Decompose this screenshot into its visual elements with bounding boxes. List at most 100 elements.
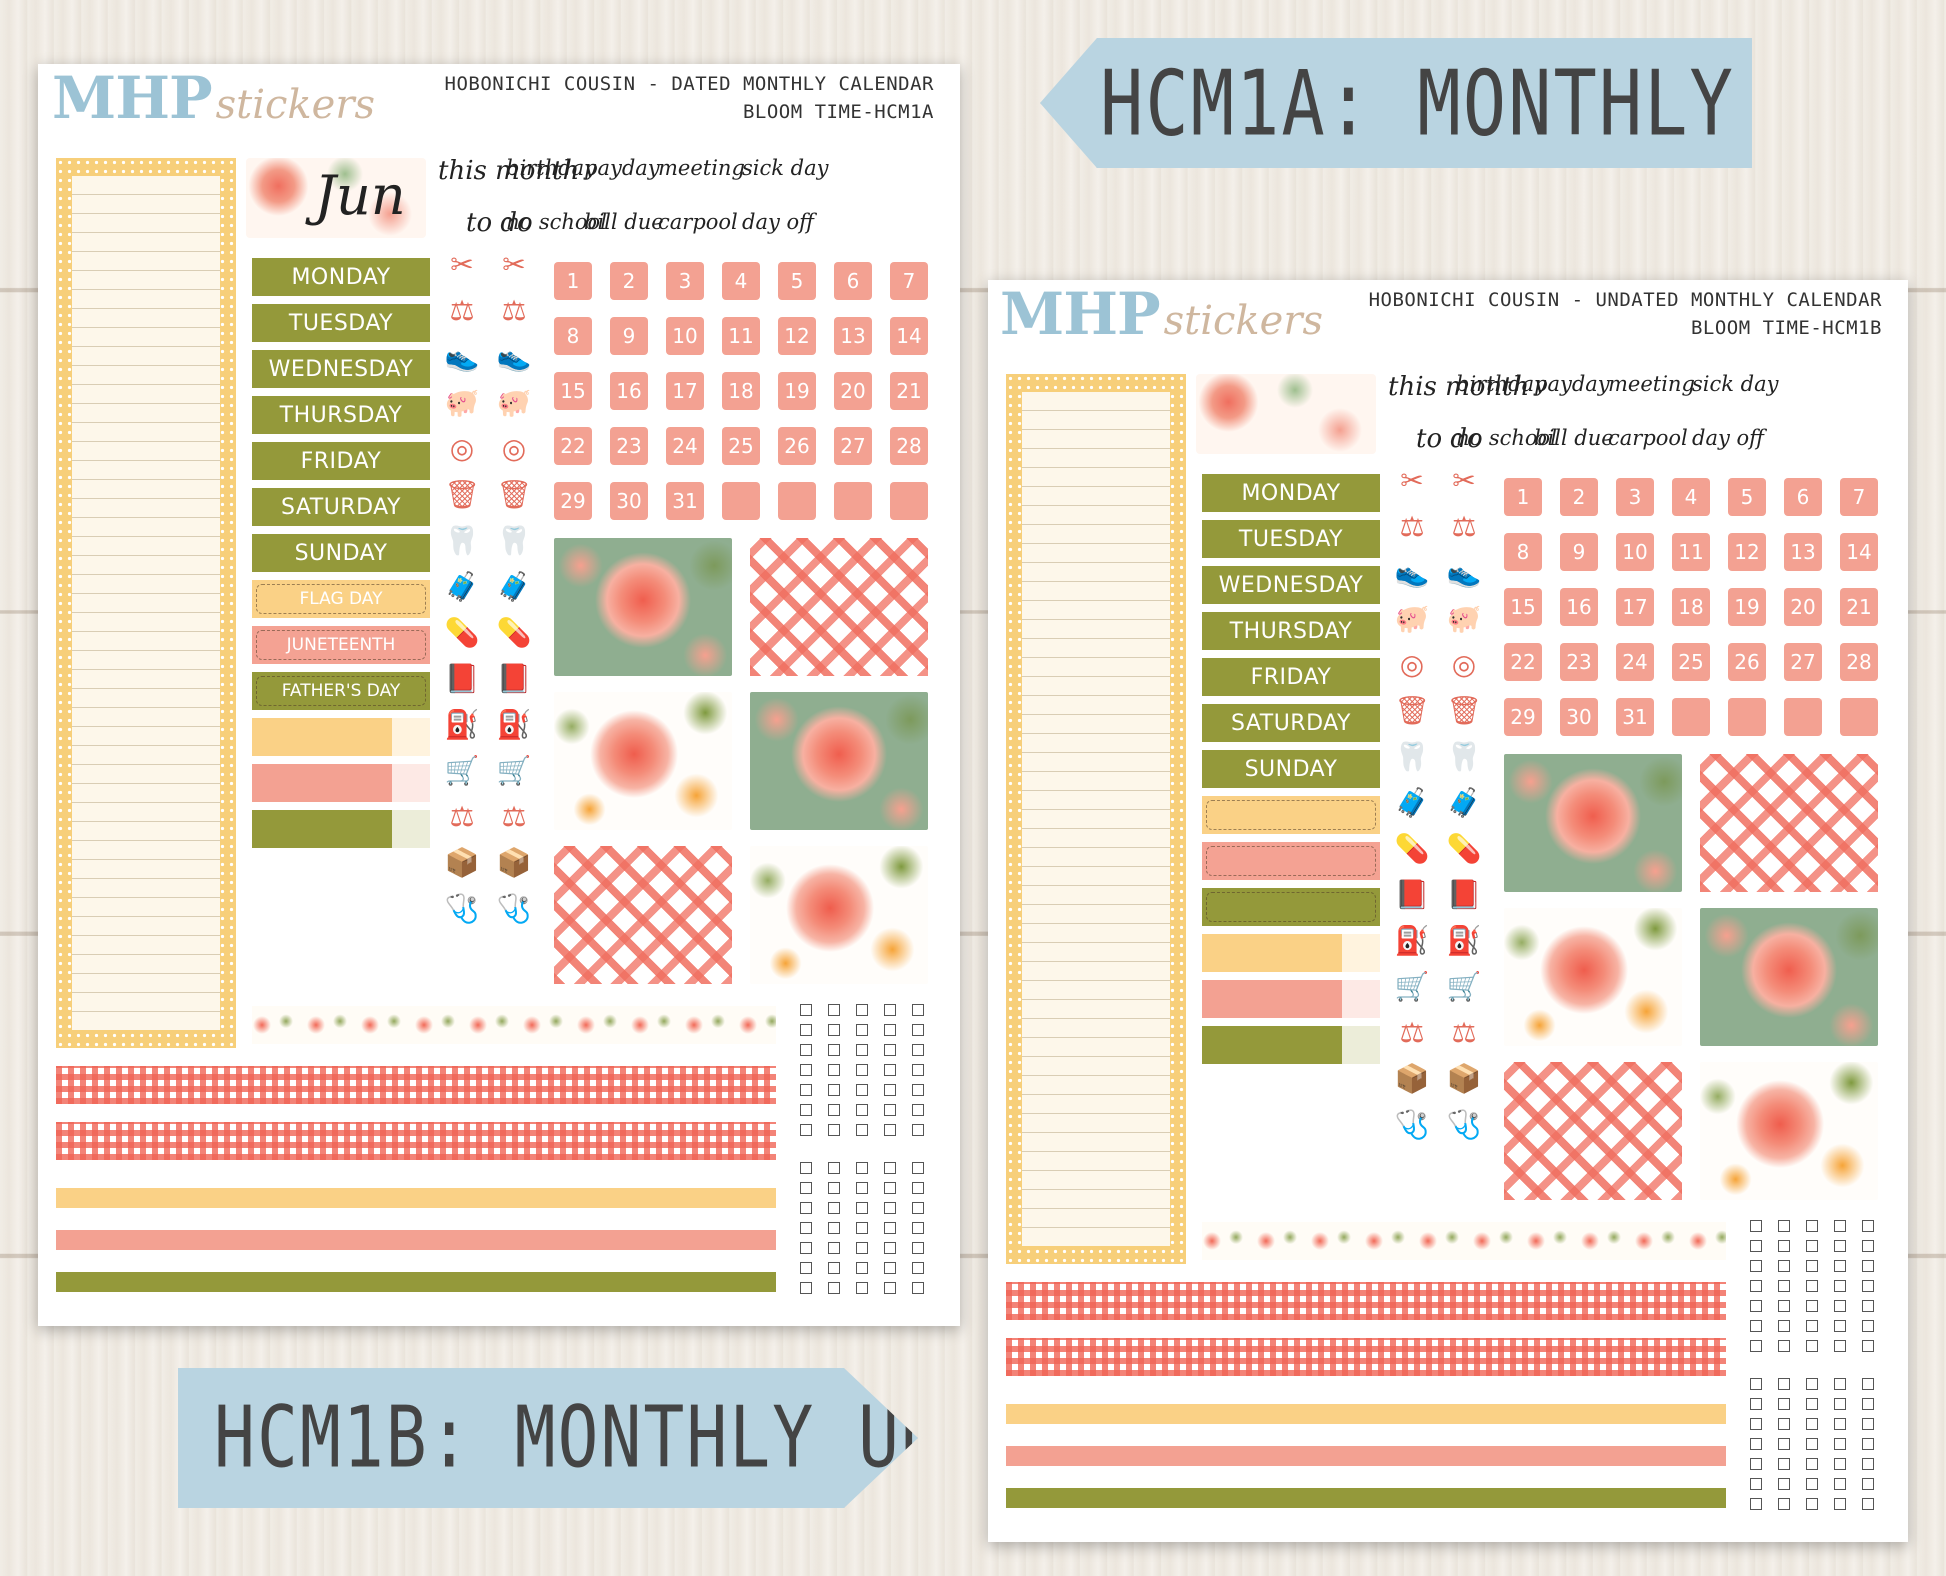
label-birthday: birthday bbox=[1456, 372, 1546, 396]
scissors-comb-icon: ✂ bbox=[1400, 463, 1424, 497]
checkbox-icon bbox=[884, 1202, 896, 1214]
sneaker-icon: 👟 bbox=[444, 339, 480, 373]
date-sticker-18: 18 bbox=[1672, 588, 1710, 626]
checkbox-icon bbox=[884, 1162, 896, 1174]
checkbox-icon bbox=[1806, 1458, 1818, 1470]
checkbox-icon bbox=[1778, 1280, 1790, 1292]
trash-can-icon: 🗑 bbox=[1446, 693, 1482, 727]
checkbox-icon bbox=[828, 1182, 840, 1194]
date-sticker-6: 6 bbox=[1784, 478, 1822, 516]
checkbox-icon bbox=[856, 1124, 868, 1136]
checkbox-icon bbox=[828, 1162, 840, 1174]
date-sticker-4: 4 bbox=[722, 262, 760, 300]
weekday-wednesday: WEDNESDAY bbox=[252, 350, 430, 388]
this-month-label: this month bbox=[438, 156, 580, 186]
date-sticker-7: 7 bbox=[890, 262, 928, 300]
checkbox-icon bbox=[912, 1222, 924, 1234]
checkbox-icon bbox=[800, 1124, 812, 1136]
checkbox-icon bbox=[828, 1202, 840, 1214]
date-sticker-22: 22 bbox=[554, 427, 592, 465]
checkbox-icon bbox=[800, 1282, 812, 1294]
floral-washi-strip bbox=[252, 1006, 776, 1044]
sheet-title: HOBONICHI COUSIN - UNDATED MONTHLY CALEN… bbox=[1368, 289, 1882, 311]
checkbox-icon bbox=[1778, 1300, 1790, 1312]
blank-date-sticker bbox=[778, 482, 816, 520]
sneaker-icon: 👟 bbox=[496, 339, 532, 373]
yellow-washi-strip bbox=[56, 1188, 776, 1208]
checkbox-icon bbox=[828, 1104, 840, 1116]
month-label: Jun bbox=[314, 164, 406, 228]
checkbox-icon bbox=[856, 1262, 868, 1274]
checkbox-icon bbox=[884, 1024, 896, 1036]
checkbox-icon bbox=[884, 1064, 896, 1076]
blank-date-sticker bbox=[890, 482, 928, 520]
date-sticker-27: 27 bbox=[1784, 643, 1822, 681]
checkbox-icon bbox=[1862, 1220, 1874, 1232]
sheet-code: BLOOM TIME-HCM1B bbox=[1690, 317, 1882, 339]
date-sticker-20: 20 bbox=[1784, 588, 1822, 626]
gingham-washi-strip bbox=[56, 1066, 776, 1104]
date-sticker-1: 1 bbox=[1504, 478, 1542, 516]
dated-tag-label: HCM1A: MONTHLY DATED bbox=[1100, 50, 1946, 156]
lined-sidebar-sticker bbox=[56, 158, 236, 1048]
weekday-saturday: SATURDAY bbox=[252, 488, 430, 526]
checkbox-icon bbox=[1778, 1240, 1790, 1252]
checkbox-icon bbox=[1750, 1240, 1762, 1252]
checkbox-icon bbox=[1806, 1220, 1818, 1232]
plaid-box bbox=[1504, 1062, 1682, 1200]
checkbox-icon bbox=[884, 1104, 896, 1116]
checkbox-icon bbox=[1834, 1220, 1846, 1232]
checkbox-icon bbox=[800, 1064, 812, 1076]
date-sticker-3: 3 bbox=[1616, 478, 1654, 516]
sneaker-icon: 👟 bbox=[1446, 555, 1482, 589]
checkbox-icon bbox=[800, 1084, 812, 1096]
date-sticker-11: 11 bbox=[1672, 533, 1710, 571]
plaid-box bbox=[750, 538, 928, 676]
date-sticker-13: 13 bbox=[1784, 533, 1822, 571]
label-bill-due: bill due bbox=[1534, 426, 1614, 450]
checkbox-icon bbox=[912, 1064, 924, 1076]
date-sticker-27: 27 bbox=[834, 427, 872, 465]
color-swatch bbox=[252, 810, 392, 848]
package-icon: 📦 bbox=[1394, 1061, 1430, 1095]
scale-icon: ⚖ bbox=[1451, 1015, 1477, 1049]
checkbox-icon bbox=[884, 1044, 896, 1056]
checkbox-icon bbox=[800, 1202, 812, 1214]
blank-date-sticker bbox=[1672, 698, 1710, 736]
checkbox-icon bbox=[1806, 1260, 1818, 1272]
to-do-label: to do bbox=[466, 208, 533, 238]
date-sticker-5: 5 bbox=[1728, 478, 1766, 516]
color-swatch bbox=[252, 764, 392, 802]
checkbox-icon bbox=[1806, 1478, 1818, 1490]
checkbox-icon bbox=[884, 1222, 896, 1234]
pink-washi-strip bbox=[56, 1230, 776, 1250]
checkbox-icon bbox=[884, 1282, 896, 1294]
checkbox-icon bbox=[1862, 1378, 1874, 1390]
checkbox-icon bbox=[884, 1242, 896, 1254]
weekday-thursday: THURSDAY bbox=[1202, 612, 1380, 650]
date-sticker-6: 6 bbox=[834, 262, 872, 300]
checkbox-icon bbox=[912, 1242, 924, 1254]
date-sticker-10: 10 bbox=[1616, 533, 1654, 571]
date-sticker-20: 20 bbox=[834, 372, 872, 410]
floral-box-white bbox=[1504, 908, 1682, 1046]
washing-machine-icon: ◎ bbox=[1451, 647, 1477, 681]
label-no-school: no school bbox=[506, 210, 607, 234]
checkbox-icon bbox=[800, 1104, 812, 1116]
checkbox-icon bbox=[828, 1064, 840, 1076]
washing-machine-icon: ◎ bbox=[1399, 647, 1425, 681]
checkbox-icon bbox=[856, 1064, 868, 1076]
floral-box-green bbox=[554, 538, 732, 676]
color-swatch-tab bbox=[1342, 980, 1380, 1018]
gas-pump-icon: ⛽ bbox=[496, 707, 532, 741]
date-sticker-2: 2 bbox=[610, 262, 648, 300]
checkbox-icon bbox=[828, 1024, 840, 1036]
checkbox-icon bbox=[1834, 1438, 1846, 1450]
color-swatch-tab bbox=[1342, 934, 1380, 972]
gingham-washi-strip bbox=[1006, 1338, 1726, 1376]
color-swatch bbox=[252, 718, 392, 756]
checkbox-icon bbox=[1862, 1240, 1874, 1252]
this-month-label: this month bbox=[1388, 372, 1530, 402]
date-sticker-14: 14 bbox=[1840, 533, 1878, 571]
label-payday: payday bbox=[1534, 372, 1610, 396]
